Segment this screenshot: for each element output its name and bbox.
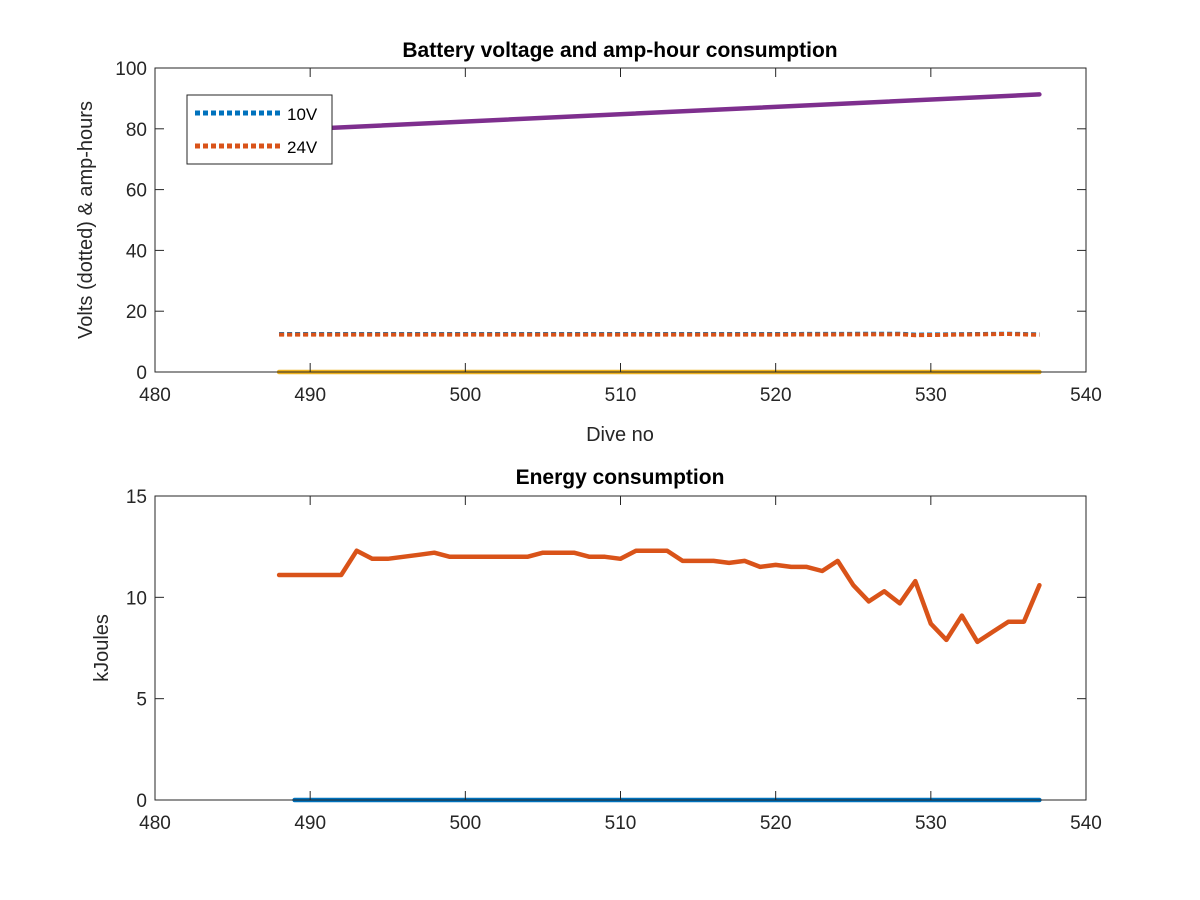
- x-tick-label: 540: [1070, 385, 1102, 406]
- y-tick-label: 80: [126, 120, 147, 141]
- y-tick-label: 10: [126, 588, 147, 609]
- y-tick-label: 100: [115, 59, 147, 80]
- y-tick-label: 40: [126, 241, 147, 262]
- x-tick-label: 510: [605, 385, 637, 406]
- x-axis-label: Dive no: [586, 424, 654, 446]
- x-tick-label: 500: [449, 813, 481, 834]
- y-tick-label: 60: [126, 181, 147, 202]
- x-tick-label: 490: [294, 813, 326, 834]
- x-tick-label: 540: [1070, 813, 1102, 834]
- y-axis-label: kJoules: [91, 614, 113, 682]
- series-line-3: [276, 92, 1042, 133]
- x-tick-label: 510: [605, 813, 637, 834]
- y-tick-label: 15: [126, 487, 147, 508]
- chart-title: Battery voltage and amp-hour consumption: [402, 39, 837, 62]
- x-tick-label: 490: [294, 385, 326, 406]
- x-tick-label: 530: [915, 813, 947, 834]
- legend-label-24v: 24V: [287, 138, 318, 157]
- x-tick-label: 500: [449, 385, 481, 406]
- y-tick-label: 20: [126, 302, 147, 323]
- x-tick-label: 520: [760, 385, 792, 406]
- voltage-amphour-plot: Battery voltage and amp-hour consumption…: [75, 39, 1102, 446]
- y-tick-label: 0: [136, 363, 147, 384]
- series-layer: [276, 548, 1042, 803]
- axes-box: [154, 495, 1087, 801]
- y-axis-label: Volts (dotted) & amp-hours: [75, 101, 97, 339]
- y-tick-label: 0: [136, 791, 147, 812]
- ticks-layer: 480 490 500 510 520 530 540 0 20 40 60 80 100: [115, 59, 1102, 406]
- x-tick-label: 480: [139, 813, 171, 834]
- series-line-1: [276, 548, 1042, 645]
- x-tick-label: 480: [139, 385, 171, 406]
- legend-label-10v: 10V: [287, 105, 318, 124]
- energy-consumption-plot: Energy consumption 480 490 500 510 520 530 540…: [91, 466, 1102, 834]
- x-tick-label: 520: [760, 813, 792, 834]
- legend: 10V 24V: [186, 94, 333, 165]
- y-tick-label: 5: [136, 690, 147, 711]
- x-tick-label: 530: [915, 385, 947, 406]
- legend-box: [186, 94, 333, 165]
- chart-title: Energy consumption: [516, 466, 725, 489]
- series-layer: [276, 92, 1042, 375]
- series-line-24v: [279, 332, 1040, 338]
